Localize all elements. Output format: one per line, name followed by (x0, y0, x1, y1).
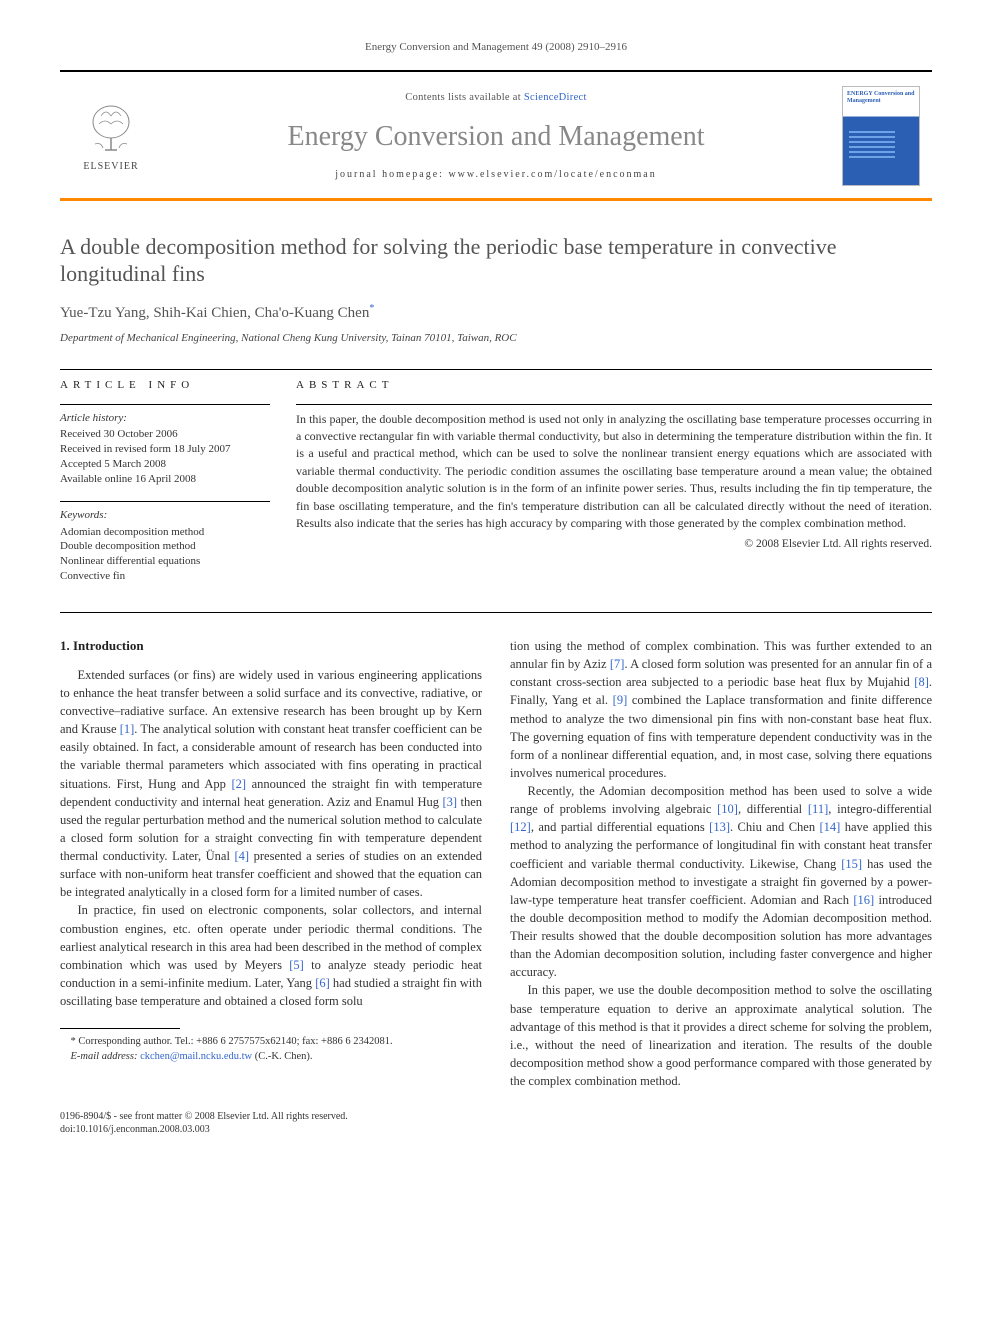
ref-link[interactable]: [12] (510, 820, 531, 834)
bottom-meta: 0196-8904/$ - see front matter © 2008 El… (60, 1110, 932, 1136)
keywords-block: Keywords: Adomian decomposition method D… (60, 508, 270, 584)
corresponding-footnote: * Corresponding author. Tel.: +886 6 275… (60, 1034, 482, 1049)
body-para: In this paper, we use the double decompo… (510, 981, 932, 1090)
journal-cover-thumb: ENERGY Conversion and Management (842, 86, 920, 186)
keyword: Nonlinear differential equations (60, 554, 270, 569)
history-online: Available online 16 April 2008 (60, 472, 270, 487)
email-tail: (C.-K. Chen). (252, 1051, 312, 1062)
publisher-label: ELSEVIER (83, 160, 138, 175)
affiliation: Department of Mechanical Engineering, Na… (60, 331, 932, 347)
doi-line: doi:10.1016/j.enconman.2008.03.003 (60, 1123, 932, 1136)
footnote-text: Corresponding author. Tel.: +886 6 27575… (78, 1036, 392, 1047)
contents-prefix: Contents lists available at (405, 92, 524, 103)
intro-heading: 1. Introduction (60, 637, 482, 656)
body-two-column: 1. Introduction Extended surfaces (or fi… (60, 637, 932, 1090)
abstract-label: ABSTRACT (296, 378, 932, 394)
ref-link[interactable]: [6] (315, 976, 330, 990)
homepage-line: journal homepage: www.elsevier.com/locat… (162, 168, 830, 183)
ref-link[interactable]: [5] (289, 958, 304, 972)
history-accepted: Accepted 5 March 2008 (60, 457, 270, 472)
journal-header-center: Contents lists available at ScienceDirec… (162, 90, 830, 182)
elsevier-tree-icon (81, 98, 141, 158)
ref-link[interactable]: [10] (717, 802, 738, 816)
citation-line: Energy Conversion and Management 49 (200… (60, 40, 932, 56)
ref-link[interactable]: [13] (709, 820, 730, 834)
front-matter-line: 0196-8904/$ - see front matter © 2008 El… (60, 1110, 932, 1123)
article-info-label: ARTICLE INFO (60, 378, 270, 394)
sciencedirect-link[interactable]: ScienceDirect (524, 92, 587, 103)
divider (296, 404, 932, 405)
divider (60, 404, 270, 405)
email-label: E-mail address: (71, 1051, 138, 1062)
history-heading: Article history: (60, 411, 270, 426)
keyword: Convective fin (60, 569, 270, 584)
contents-line: Contents lists available at ScienceDirec… (162, 90, 830, 105)
divider (60, 369, 932, 370)
journal-header-box: ELSEVIER Contents lists available at Sci… (60, 70, 932, 201)
abstract-column: ABSTRACT In this paper, the double decom… (296, 378, 932, 584)
article-history: Article history: Received 30 October 200… (60, 411, 270, 487)
keyword: Double decomposition method (60, 539, 270, 554)
footnote-separator (60, 1028, 180, 1029)
divider (60, 501, 270, 502)
ref-link[interactable]: [8] (914, 675, 929, 689)
corresponding-marker[interactable]: * (369, 303, 374, 314)
ref-link[interactable]: [11] (808, 802, 828, 816)
body-para: In practice, fin used on electronic comp… (60, 901, 482, 1010)
history-revised: Received in revised form 18 July 2007 (60, 442, 270, 457)
authors-line: Yue-Tzu Yang, Shih-Kai Chien, Cha'o-Kuan… (60, 302, 932, 325)
info-abstract-row: ARTICLE INFO Article history: Received 3… (60, 378, 932, 584)
abstract-text: In this paper, the double decomposition … (296, 411, 932, 533)
elsevier-logo: ELSEVIER (72, 90, 150, 182)
ref-link[interactable]: [9] (613, 693, 628, 707)
homepage-prefix: journal homepage: (335, 169, 448, 180)
journal-name: Energy Conversion and Management (162, 117, 830, 158)
ref-link[interactable]: [7] (610, 657, 625, 671)
divider (60, 612, 932, 613)
ref-link[interactable]: [16] (853, 893, 874, 907)
email-link[interactable]: ckchen@mail.ncku.edu.tw (140, 1051, 252, 1062)
footnote-block: * Corresponding author. Tel.: +886 6 275… (60, 1028, 482, 1064)
authors-names: Yue-Tzu Yang, Shih-Kai Chien, Cha'o-Kuan… (60, 305, 369, 321)
ref-link[interactable]: [3] (442, 795, 457, 809)
article-info-column: ARTICLE INFO Article history: Received 3… (60, 378, 270, 584)
body-para: Recently, the Adomian decomposition meth… (510, 782, 932, 981)
ref-link[interactable]: [1] (120, 722, 135, 736)
cover-thumb-decor (849, 131, 895, 161)
paper-title: A double decomposition method for solvin… (60, 233, 932, 288)
copyright-line: © 2008 Elsevier Ltd. All rights reserved… (296, 536, 932, 553)
keywords-heading: Keywords: (60, 508, 270, 523)
footnote-email: E-mail address: ckchen@mail.ncku.edu.tw … (60, 1049, 482, 1064)
ref-link[interactable]: [2] (231, 777, 246, 791)
history-received: Received 30 October 2006 (60, 427, 270, 442)
ref-link[interactable]: [15] (841, 857, 862, 871)
ref-link[interactable]: [14] (820, 820, 841, 834)
cover-thumb-title: ENERGY Conversion and Management (847, 91, 915, 104)
body-para: Extended surfaces (or fins) are widely u… (60, 666, 482, 902)
keyword: Adomian decomposition method (60, 525, 270, 540)
homepage-url[interactable]: www.elsevier.com/locate/enconman (448, 169, 656, 180)
body-para: tion using the method of complex combina… (510, 637, 932, 782)
ref-link[interactable]: [4] (235, 849, 250, 863)
